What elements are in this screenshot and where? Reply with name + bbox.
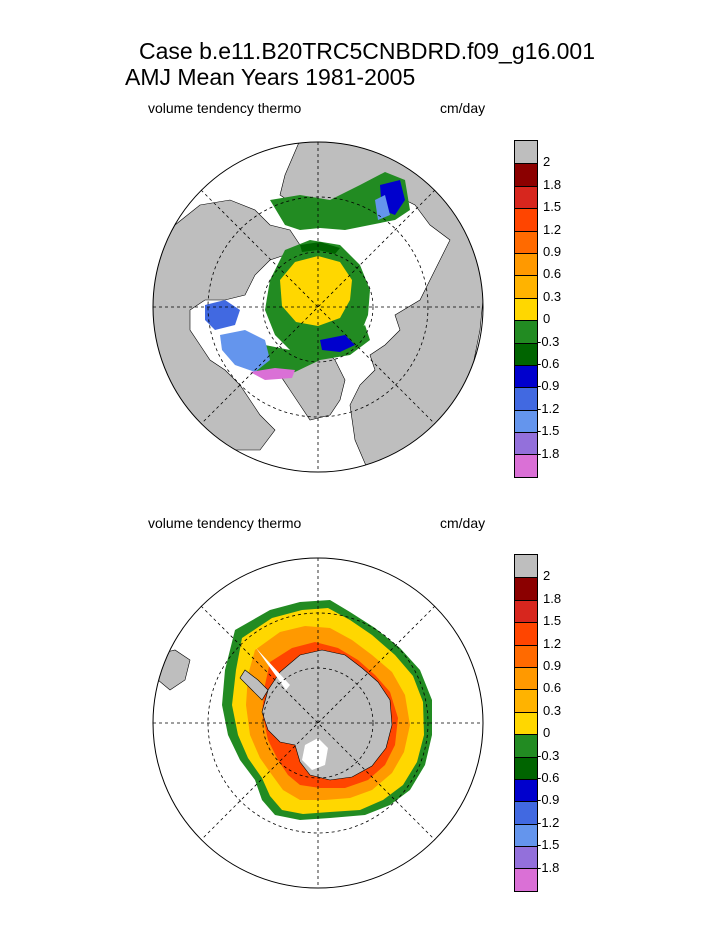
north-colorbar-swatch bbox=[515, 432, 537, 455]
north-colorbar-tick-label: 1.5 bbox=[543, 199, 562, 215]
north-map-border bbox=[152, 141, 484, 473]
north-colorbar-swatch bbox=[515, 409, 537, 433]
south-colorbar-swatches bbox=[514, 554, 538, 892]
south-colorbar-swatch bbox=[515, 644, 537, 667]
north-ice-blue-hudson bbox=[205, 300, 240, 330]
south-colorbar-tick-label: 0.9 bbox=[543, 658, 562, 673]
north-colorbar-tick-label: -1.2 bbox=[537, 400, 560, 416]
north-colorbar-swatch bbox=[515, 387, 537, 410]
south-colorbar-swatch bbox=[515, 801, 537, 824]
north-ice-lightblue-barents bbox=[375, 195, 390, 220]
south-colorbar-tick-label: 1.5 bbox=[543, 613, 562, 629]
subtitle: AMJ Mean Years 1981-2005 bbox=[125, 64, 416, 90]
north-colorbar-swatch bbox=[515, 208, 537, 231]
south-colorbar-tick-label: -1.5 bbox=[537, 837, 560, 853]
south-colorbar-tick-label: -0.3 bbox=[537, 747, 560, 763]
north-colorbar-swatch bbox=[515, 454, 537, 477]
north-colorbar-swatch bbox=[515, 185, 537, 209]
north-colorbar-tick-label: 0.3 bbox=[543, 288, 562, 304]
north-colorbar-swatch bbox=[515, 252, 537, 276]
south-colorbar-tick-label: -1.2 bbox=[537, 814, 560, 830]
south-colorbar-swatch bbox=[515, 666, 537, 690]
south-colorbar-swatch bbox=[515, 868, 537, 891]
north-ice-yellow-center bbox=[280, 256, 352, 326]
south-panel-variable-label: volume tendency thermo bbox=[148, 515, 302, 531]
north-ice-darkgreen-edge bbox=[300, 242, 340, 254]
north-colorbar-tick-label: 0 bbox=[543, 311, 551, 327]
north-colorbar-tick-label: 1.8 bbox=[543, 176, 562, 192]
south-colorbar-tick-label: 0.6 bbox=[543, 680, 562, 696]
south-graticule bbox=[153, 558, 483, 888]
north-colorbar-tick-label: -1.5 bbox=[537, 423, 560, 439]
south-colorbar-swatch bbox=[515, 689, 537, 712]
south-colorbar-tick-label: -0.9 bbox=[537, 792, 560, 808]
north-colorbar-tick-label: 0.9 bbox=[543, 244, 562, 259]
north-graticule bbox=[153, 142, 483, 472]
north-colorbar-swatch bbox=[515, 163, 537, 186]
main-title: Case b.e11.B20TRC5CNBDRD.f09_g16.001 bbox=[139, 38, 595, 64]
north-colorbar-tick-label: 0.6 bbox=[543, 266, 562, 282]
north-colorbar-swatch bbox=[515, 275, 537, 298]
north-colorbar-swatch bbox=[515, 230, 537, 253]
south-map-border bbox=[152, 557, 484, 889]
south-colorbar-swatch bbox=[515, 555, 537, 578]
north-ice-green-band bbox=[270, 172, 410, 230]
north-colorbar: 2 1.8 1.5 1.2 0.9 0.6 0.3 0 -0.3 -0.6 -0.9 -1.2 -1.5… bbox=[514, 140, 561, 478]
north-colorbar-swatch bbox=[515, 364, 537, 388]
south-colorbar-tick-label: 2 bbox=[543, 568, 551, 584]
north-polar-map bbox=[152, 141, 484, 473]
north-colorbar-tick-label: -0.6 bbox=[537, 356, 560, 371]
north-panel-units-label: cm/day bbox=[440, 100, 486, 116]
south-land-antarctica bbox=[261, 649, 393, 781]
north-ice-purple-labrador bbox=[250, 368, 295, 380]
north-ice-green-lower bbox=[255, 325, 370, 378]
north-panel-variable-label: volume tendency thermo bbox=[148, 100, 302, 116]
south-colorbar-swatch bbox=[515, 711, 537, 735]
south-colorbar: 2 1.8 1.5 1.2 0.9 0.6 0.3 0 -0.3 -0.6 -0.9 -1.2 -1.5… bbox=[514, 554, 561, 892]
north-colorbar-swatch bbox=[515, 320, 537, 343]
south-colorbar-swatch bbox=[515, 577, 537, 600]
north-colorbar-swatch bbox=[515, 141, 537, 164]
south-colorbar-swatch bbox=[515, 778, 537, 802]
south-colorbar-swatch bbox=[515, 823, 537, 847]
south-panel-units-label: cm/day bbox=[440, 515, 486, 531]
north-colorbar-swatches bbox=[514, 140, 538, 478]
south-weddell-wedge bbox=[256, 648, 290, 690]
north-colorbar-tick-label: -0.9 bbox=[537, 378, 560, 394]
south-colorbar-tick-label: 1.8 bbox=[543, 590, 562, 606]
south-colorbar-swatch bbox=[515, 734, 537, 757]
north-colorbar-tick-label: 1.2 bbox=[543, 221, 562, 237]
north-colorbar-tick-label: 2 bbox=[543, 154, 551, 170]
north-colorbar-tick-label: -1.8 bbox=[537, 445, 560, 461]
south-ice-shelf bbox=[302, 738, 328, 770]
south-colorbar-swatch bbox=[515, 756, 537, 779]
north-colorbar-swatch bbox=[515, 342, 537, 365]
south-polar-map bbox=[152, 557, 484, 889]
south-colorbar-tick-label: 0 bbox=[543, 725, 551, 741]
north-ice-blue-greenland-sea bbox=[320, 335, 355, 352]
south-colorbar-tick-label: 0.3 bbox=[543, 702, 562, 718]
north-ice-lightblue-labrador bbox=[220, 330, 270, 372]
south-colorbar-swatch bbox=[515, 846, 537, 869]
north-colorbar-swatch bbox=[515, 297, 537, 321]
south-colorbar-tick-label: 1.2 bbox=[543, 635, 562, 651]
south-colorbar-swatch bbox=[515, 599, 537, 623]
south-land-peninsula bbox=[239, 669, 269, 701]
north-colorbar-tick-label: -0.3 bbox=[537, 333, 560, 349]
south-colorbar-tick-label: -0.6 bbox=[537, 770, 560, 785]
south-colorbar-tick-label: -1.8 bbox=[537, 859, 560, 875]
south-colorbar-swatch bbox=[515, 622, 537, 645]
